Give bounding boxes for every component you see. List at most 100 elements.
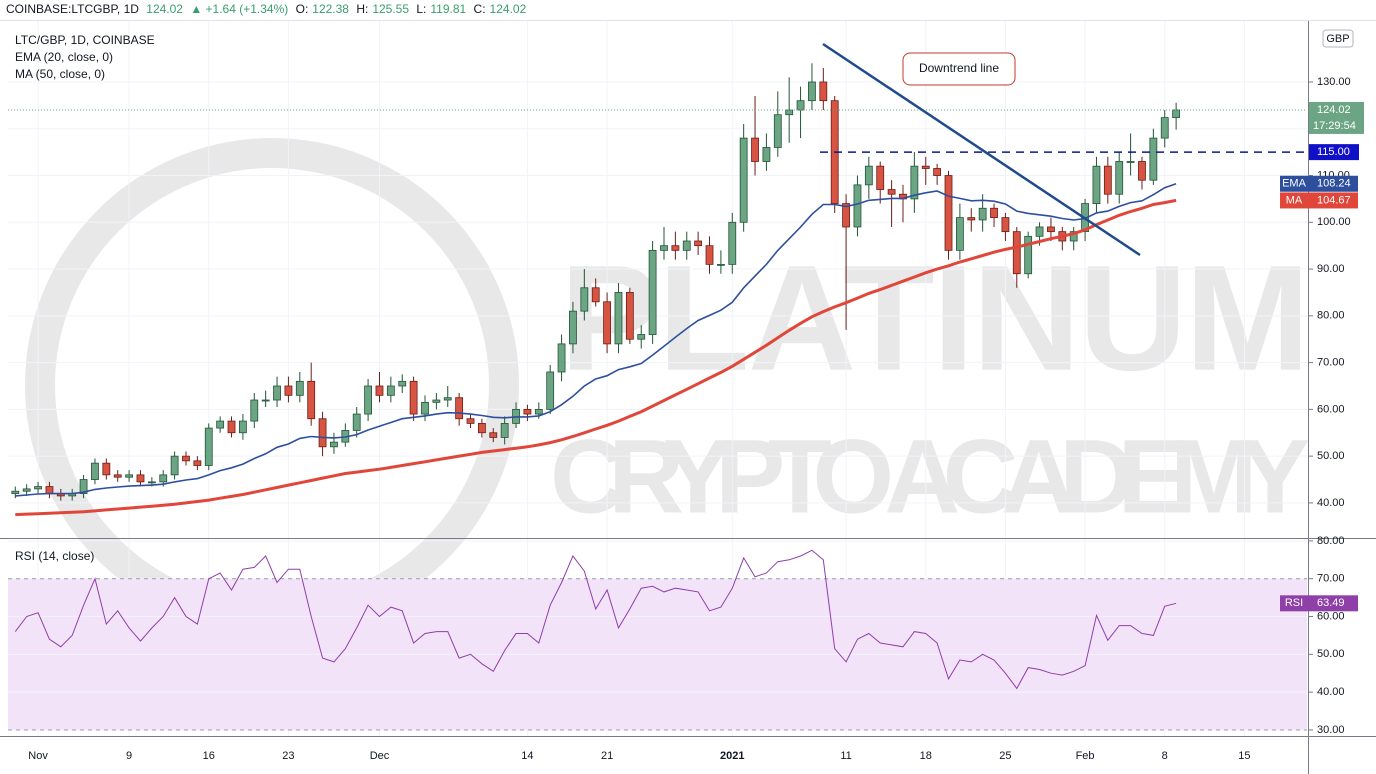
indicator-tag (1280, 192, 1358, 209)
candle-body (136, 474, 145, 483)
candle-body (113, 474, 122, 478)
candle-body (364, 385, 372, 415)
x-tick-label: 11 (840, 750, 851, 762)
y-tick-label: 60.00 (1317, 610, 1345, 622)
candle-body (1001, 217, 1010, 233)
x-tick-label: Feb (1076, 750, 1095, 762)
candle-body (660, 245, 668, 251)
price-tag-value: 124.02 (1317, 104, 1351, 116)
candle-body (603, 301, 611, 345)
candle-body (409, 380, 418, 415)
candle-body (762, 147, 771, 162)
candle-body (79, 479, 88, 494)
x-tick-label: 2021 (720, 750, 744, 762)
candle-body (785, 109, 794, 116)
y-tick-label: 50.00 (1317, 648, 1345, 660)
symbol: COINBASE:LTCGBP, 1D (6, 2, 139, 16)
candle-body (921, 165, 930, 169)
y-tick-label: 90.00 (1317, 263, 1345, 275)
candle-body (967, 217, 976, 221)
rsi-title: RSI (14, close) (15, 549, 94, 563)
x-tick-label: Nov (28, 750, 48, 762)
candle-body (523, 408, 532, 415)
chart-title: LTC/GBP, 1D, COINBASE (15, 33, 155, 47)
candle-body (808, 81, 816, 102)
x-tick-label: 21 (601, 750, 613, 762)
annotation: Downtrend line (919, 61, 999, 75)
y-tick-label: 60.00 (1317, 403, 1345, 415)
candle-body (546, 371, 555, 410)
x-tick-label: 25 (999, 750, 1011, 762)
candle-body (432, 399, 441, 403)
close-value: 124.02 (489, 2, 527, 16)
candle-body (625, 292, 634, 340)
candle-body (1047, 226, 1055, 233)
change: ▲ +1.64 (+1.34%) (190, 2, 289, 16)
candle-body (193, 460, 202, 466)
candle-body (307, 380, 316, 420)
candle-body (1115, 161, 1124, 195)
candle-body (887, 189, 896, 195)
low-value: 119.81 (430, 2, 467, 16)
legend-entry: EMA (20, close, 0) (15, 50, 113, 64)
candle-body (1138, 161, 1146, 181)
candle-body (45, 486, 54, 494)
candle-body (978, 207, 987, 221)
x-tick-label: 18 (920, 750, 932, 762)
indicator-tag-name: EMA (1282, 178, 1307, 190)
level-label: 115.00 (1317, 146, 1350, 158)
y-tick-label: 40.00 (1317, 686, 1345, 698)
indicator-tag (1280, 595, 1358, 612)
y-tick-label: 80.00 (1317, 535, 1345, 547)
candle-body (1126, 161, 1135, 163)
candle-body (648, 249, 657, 335)
candle-body (443, 397, 452, 401)
candle-body (819, 81, 828, 102)
candle-body (125, 474, 133, 478)
candle-body (671, 245, 680, 251)
candle-body (853, 184, 862, 228)
l-label: L: (416, 2, 427, 16)
candle-body (1092, 165, 1101, 204)
candle-body (796, 100, 805, 111)
candle-body (682, 240, 691, 251)
candle-body (580, 287, 589, 312)
candle-body (944, 175, 953, 251)
y-tick-label: 30.00 (1317, 724, 1345, 736)
candle-body (239, 420, 247, 434)
candle-body (591, 287, 600, 303)
high-value: 125.55 (372, 2, 410, 16)
y-tick-label: 100.00 (1317, 216, 1351, 228)
grid (8, 21, 1307, 736)
candle-body (637, 334, 646, 340)
candle-body (102, 462, 111, 476)
watermark-text: CRYPTO ACADEMY (550, 419, 1310, 536)
candle-body (955, 217, 964, 251)
candle-body (694, 240, 703, 247)
candle-body (557, 343, 566, 373)
candle-body (705, 245, 714, 265)
indicator-line (15, 198, 1177, 517)
open-value: 122.38 (312, 2, 349, 16)
candle-body (147, 481, 156, 484)
candle-body (284, 385, 293, 396)
candle-body (489, 432, 498, 438)
indicator-tag-value: 63.49 (1317, 597, 1345, 609)
candle-body (477, 423, 486, 434)
candle-body (398, 380, 407, 387)
candle-body (728, 221, 737, 265)
candle-body (842, 203, 850, 228)
y-tick-label: 40.00 (1317, 497, 1345, 509)
marks (8, 63, 1307, 690)
candle-body (614, 292, 623, 345)
candle-body (1160, 117, 1169, 139)
candle-body (751, 137, 759, 162)
candle-body (386, 385, 395, 396)
y-tick-label: 70.00 (1317, 573, 1345, 585)
annotation-box (902, 52, 1016, 86)
candle-body (569, 310, 577, 345)
indicator-tag-name: RSI (1285, 597, 1303, 609)
candle-body (990, 207, 998, 219)
